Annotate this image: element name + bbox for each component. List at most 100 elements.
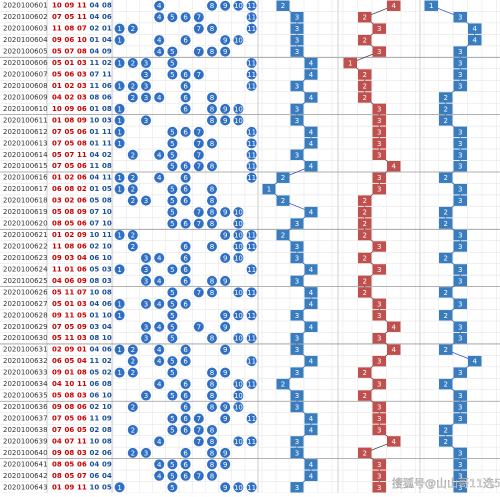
ball <box>167 298 178 309</box>
ball-label: 3 <box>144 300 148 308</box>
ball-label: 4 <box>157 358 162 366</box>
trend-box-label: 4 <box>473 358 478 366</box>
trend-box-label: 4 <box>309 266 314 274</box>
trend-box-label: 3 <box>458 151 462 159</box>
ball <box>154 92 165 103</box>
drawn-number: 11 <box>52 25 62 33</box>
ball-label: 1 <box>117 105 121 113</box>
ball <box>180 80 191 91</box>
trend-box <box>424 0 438 11</box>
drawn-number: 07 <box>52 426 62 434</box>
trend-box-label: 3 <box>295 105 299 113</box>
period: 2020100622 <box>3 243 48 251</box>
ball <box>127 424 138 435</box>
ball-label: 3 <box>144 392 148 400</box>
ball-label: 6 <box>183 300 188 308</box>
ball-label: 4 <box>157 14 162 22</box>
ball <box>220 367 231 378</box>
drawn-number: 06 <box>102 449 112 457</box>
ball-label: 8 <box>210 438 214 446</box>
drawn-number: 11 <box>90 162 100 170</box>
trend-box-label: 3 <box>458 128 462 136</box>
drawn-number: 08 <box>52 472 62 480</box>
trend-box-label: 2 <box>444 220 448 228</box>
drawn-number: 02 <box>65 82 75 90</box>
drawn-number: 11 <box>90 59 100 67</box>
trend-box <box>372 482 386 493</box>
ball <box>154 459 165 470</box>
period: 2020100629 <box>3 323 48 331</box>
drawn-number: 06 <box>102 82 112 90</box>
trend-box <box>304 321 318 332</box>
ball <box>167 321 178 332</box>
drawn-number: 02 <box>77 185 87 193</box>
drawn-number: 05 <box>52 151 62 159</box>
drawn-number: 03 <box>102 277 112 285</box>
period: 2020100612 <box>3 128 48 136</box>
ball-label: 6 <box>183 128 188 136</box>
ball <box>167 126 178 137</box>
ball <box>180 390 191 401</box>
ball <box>141 264 151 275</box>
drawn-number: 11 <box>65 334 75 342</box>
ball <box>193 436 204 447</box>
ball-label: 9 <box>223 37 227 45</box>
ball <box>233 230 244 241</box>
drawn-number: 05 <box>65 220 75 228</box>
drawn-number: 08 <box>52 460 62 468</box>
trend-box <box>372 183 386 195</box>
drawn-number: 05 <box>77 311 87 319</box>
ball-label: 10 <box>234 404 243 412</box>
ball-label: 1 <box>117 266 121 274</box>
ball-label: 2 <box>131 358 135 366</box>
ball <box>167 310 178 321</box>
trend-box-label: 3 <box>458 369 462 377</box>
ball-label: 2 <box>131 369 135 377</box>
ball <box>167 46 178 57</box>
trend-box-label: 4 <box>473 37 478 45</box>
ball <box>233 252 244 263</box>
trend-box <box>453 138 467 149</box>
drawn-number: 04 <box>90 300 100 308</box>
trend-box <box>372 424 386 436</box>
ball <box>233 218 244 229</box>
trend-box <box>453 229 467 241</box>
drawn-number: 03 <box>52 197 62 205</box>
ball-label: 3 <box>144 335 148 343</box>
ball-label: 7 <box>197 426 201 434</box>
trend-box <box>304 355 318 367</box>
trend-box <box>358 218 372 229</box>
ball-label: 9 <box>223 48 227 56</box>
ball-label: 11 <box>247 128 256 136</box>
trend-box-label: 4 <box>392 346 397 354</box>
ball-label: 6 <box>183 449 188 457</box>
ball <box>141 333 151 344</box>
trend-box-label: 3 <box>458 392 462 400</box>
drawn-number: 08 <box>65 185 75 193</box>
trend-box-label: 2 <box>444 426 448 434</box>
trend-box <box>372 355 386 367</box>
trend-box-label: 3 <box>458 186 462 194</box>
drawn-number: 09 <box>77 208 87 216</box>
trend-box <box>372 310 386 321</box>
period: 2020100628 <box>3 311 48 319</box>
ball <box>180 126 191 137</box>
ball <box>233 241 244 252</box>
ball <box>246 310 257 321</box>
drawn-number: 09 <box>52 254 62 262</box>
ball-label: 11 <box>247 484 256 492</box>
ball-label: 4 <box>157 323 162 331</box>
drawn-number: 05 <box>65 414 75 422</box>
trend-box <box>290 344 304 355</box>
trend-box <box>387 436 401 447</box>
drawn-number: 08 <box>77 139 87 147</box>
ball <box>180 172 191 183</box>
drawn-number: 06 <box>77 414 87 422</box>
ball <box>114 58 125 69</box>
drawn-number: 03 <box>90 323 100 331</box>
ball <box>167 390 178 401</box>
ball-label: 3 <box>144 449 148 457</box>
trend-box <box>358 92 372 103</box>
trend-box-label: 3 <box>377 300 381 308</box>
ball <box>233 333 244 344</box>
